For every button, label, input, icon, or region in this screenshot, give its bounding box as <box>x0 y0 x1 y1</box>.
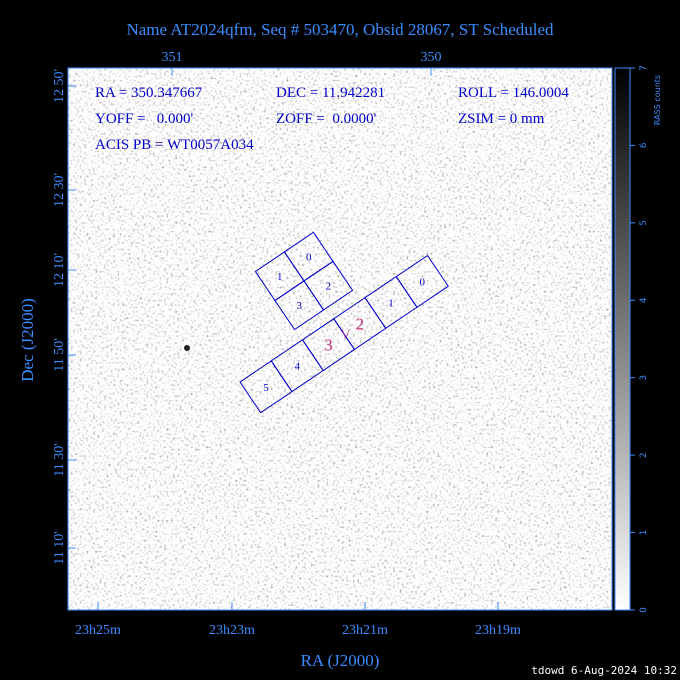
top-tick-label: 351 <box>162 50 183 65</box>
left-tick-label: 12 10' <box>52 253 67 287</box>
colorbar-tick-label: 3 <box>639 375 649 381</box>
top-tick-label: 350 <box>421 50 442 65</box>
colorbar-label: RASS counts <box>653 75 662 125</box>
info-text: RA = 350.347667 <box>95 85 203 101</box>
left-tick-label: 11 30' <box>52 443 67 477</box>
info-text: ZOFF = 0.0000' <box>276 111 377 127</box>
colorbar-tick-label: 0 <box>639 607 649 613</box>
chip-label: 5 <box>263 382 269 394</box>
chip-label: 2 <box>355 315 364 334</box>
bottom-tick-label: 23h21m <box>342 623 388 638</box>
left-tick-label: 12 30' <box>52 173 67 207</box>
chip <box>303 260 354 311</box>
info-text: DEC = 11.942281 <box>276 85 385 101</box>
bottom-tick-label: 23h19m <box>475 623 521 638</box>
colorbar-tick-label: 2 <box>639 452 649 458</box>
chip-label: 3 <box>324 336 333 355</box>
footer: tdowd 6-Aug-2024 10:32 <box>531 664 677 677</box>
info-text: ZSIM = 0 mm <box>458 111 545 127</box>
colorbar <box>614 67 631 611</box>
chip-label: 4 <box>294 361 300 373</box>
y-axis-label: Dec (J2000) <box>18 298 37 382</box>
acis-i: 1 0 3 2 <box>254 231 354 331</box>
colorbar-tick-label: 7 <box>639 65 649 71</box>
bottom-tick-label: 23h25m <box>75 623 121 638</box>
colorbar-tick-label: 5 <box>639 220 649 226</box>
left-tick-label: 11 50' <box>52 338 67 372</box>
chip-label: 3 <box>297 300 303 312</box>
source <box>184 345 190 351</box>
chip-label: 1 <box>388 297 394 309</box>
colorbar-tick-label: 1 <box>639 530 649 536</box>
info-text: ACIS PB = WT0057A034 <box>95 137 254 153</box>
left-tick-label: 11 10' <box>52 531 67 565</box>
colorbar-tick-label: 6 <box>639 142 649 148</box>
chip-label: 0 <box>306 252 312 264</box>
info-text: ROLL = 146.0004 <box>458 85 569 101</box>
colorbar-tick-label: 4 <box>639 297 649 303</box>
frame <box>67 67 613 611</box>
chip <box>395 254 449 308</box>
left-tick-label: 12 50' <box>52 69 67 103</box>
chip-label: 2 <box>326 281 332 293</box>
acis-s: 5 4 3 2 1 0 \/ <box>239 254 449 414</box>
x-axis-label: RA (J2000) <box>301 651 380 670</box>
chip-label: 1 <box>277 271 283 283</box>
title: Name AT2024qfm, Seq # 503470, Obsid 2806… <box>126 20 554 39</box>
sky-noise <box>68 68 612 610</box>
aimpoint: \/ <box>342 326 350 341</box>
info-text: YOFF = 0.000' <box>95 111 194 127</box>
bottom-tick-label: 23h23m <box>209 623 255 638</box>
chip-label: 0 <box>419 276 425 288</box>
